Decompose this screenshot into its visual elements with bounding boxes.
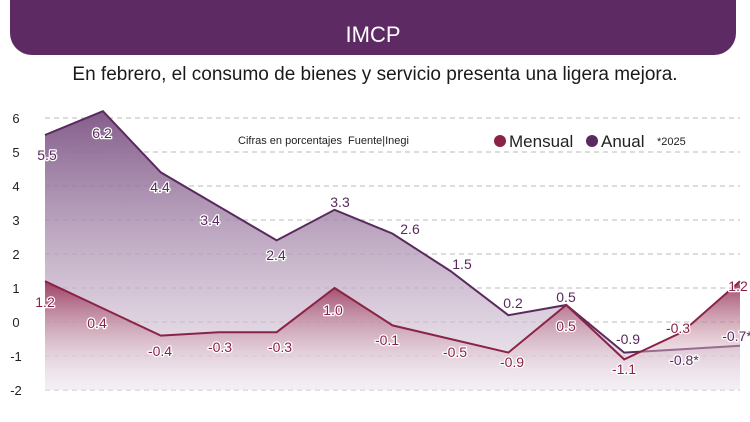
footnote: *2025	[657, 136, 686, 148]
data-label-mensual: 0.5	[556, 318, 576, 334]
y-tick-label: 4	[12, 179, 19, 194]
chart-title: IMCP	[345, 22, 401, 47]
data-label-anual: 6.2	[92, 125, 112, 141]
data-label-mensual: -0.9	[500, 354, 524, 370]
data-label-anual: 5.5	[37, 147, 57, 163]
legend-marker-mensual	[494, 135, 506, 147]
y-tick-label: 1	[12, 281, 19, 296]
y-tick-label: -1	[10, 349, 22, 364]
legend-marker-anual	[586, 135, 598, 147]
line-anual	[44, 110, 741, 354]
data-label-mensual: 1.2	[35, 294, 55, 310]
units-note: Cifras en porcentajes	[238, 135, 342, 147]
data-label-mensual: 0.4	[87, 315, 107, 331]
data-label-anual: 0.2	[503, 295, 523, 311]
data-label-mensual: -0.3	[208, 339, 232, 355]
area-mensual	[45, 281, 740, 390]
title-banner: IMCP	[10, 0, 736, 55]
legend-label-anual: Anual	[601, 132, 644, 151]
data-label-mensual: -0.4	[148, 343, 172, 359]
data-label-anual: 4.4	[150, 179, 170, 195]
data-label-anual: -0.8*	[669, 352, 699, 368]
y-tick-label: 6	[12, 111, 19, 126]
data-label-anual: 0.5	[556, 289, 576, 305]
data-label-mensual: -0.5	[443, 344, 467, 360]
data-label-anual: 3.3	[330, 194, 350, 210]
data-label-anual: 1.5	[452, 256, 472, 272]
y-tick-label: 3	[12, 213, 19, 228]
data-label-mensual: -0.3	[268, 339, 292, 355]
data-label-anual: -0.9	[616, 331, 640, 347]
chart-subtitle: En febrero, el consumo de bienes y servi…	[72, 64, 678, 85]
legend-label-mensual: Mensual	[509, 132, 573, 151]
y-tick-label: 2	[12, 247, 19, 262]
y-tick-label: 0	[12, 315, 19, 330]
y-tick-label: -2	[10, 383, 22, 398]
source-note: Fuente|Inegi	[348, 135, 409, 147]
data-label-anual: 3.4	[200, 212, 220, 228]
y-tick-label: 5	[12, 145, 19, 160]
data-label-mensual: -0.3	[666, 320, 690, 336]
data-label-anual: -0.7*	[722, 328, 750, 344]
data-label-anual: 2.4	[266, 247, 286, 263]
data-label-mensual: 1.0	[323, 302, 343, 318]
data-label-mensual: -0.1	[375, 332, 399, 348]
data-label-mensual: 1.2	[728, 278, 748, 294]
line-mensual	[44, 280, 741, 361]
data-label-mensual: -1.1	[612, 361, 636, 377]
data-label-anual: 2.6	[400, 221, 420, 237]
